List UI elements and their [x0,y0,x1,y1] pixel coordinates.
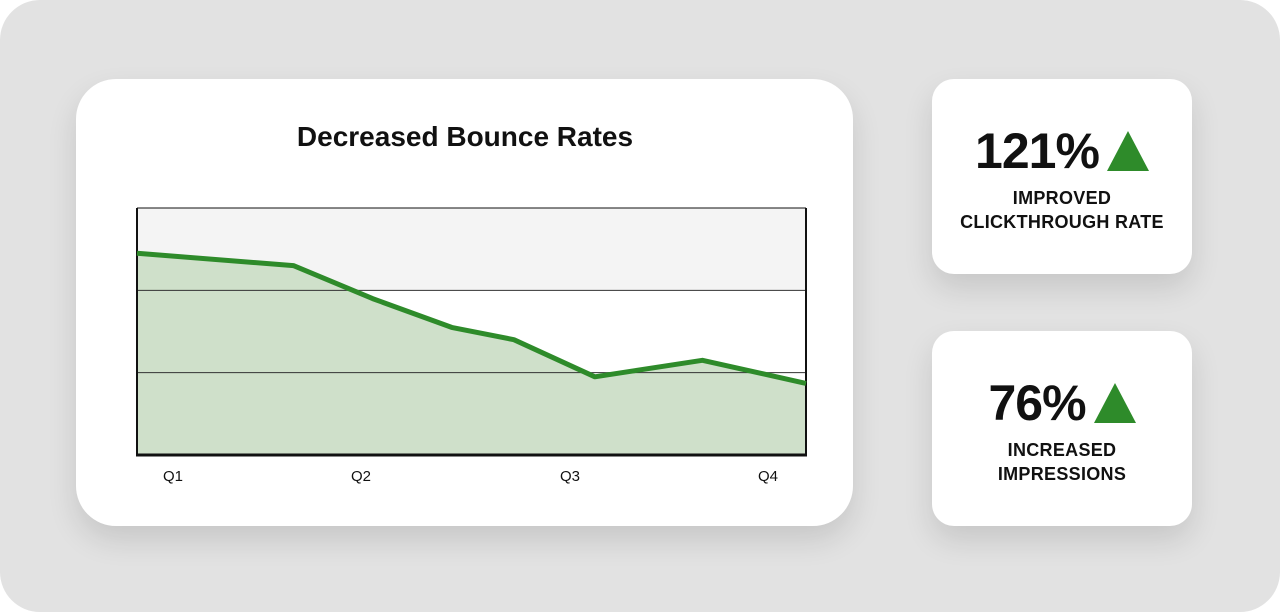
x-tick-label: Q1 [163,468,183,485]
chart-title: Decreased Bounce Rates [296,121,634,152]
stat-value-row: 121% [932,121,1192,181]
stat-label: INCREASED IMPRESSIONS [932,438,1192,486]
stat-label: IMPROVED CLICKTHROUGH RATE [932,186,1192,234]
stat-label-line: CLICKTHROUGH RATE [960,212,1164,232]
triangle-up-icon [1093,383,1136,423]
stat-label-line: IMPROVED [1012,188,1112,208]
triangle-up-icon [1106,131,1149,171]
x-tick-label: Q3 [560,468,580,485]
stat-label-line: IMPRESSIONS [997,464,1127,484]
stat-value-row: 76% [932,373,1192,433]
x-tick-label: Q4 [758,468,778,485]
stat-label-line: INCREASED [1007,440,1117,460]
x-tick-label: Q2 [351,468,371,485]
stat-value: 76% [988,375,1086,431]
stat-value: 121% [975,123,1100,179]
stat-card-clickthrough: 121% IMPROVED CLICKTHROUGH RATE [932,79,1192,274]
stat-card-impressions: 76% INCREASED IMPRESSIONS [932,331,1192,526]
series-line [136,250,807,386]
series-area [137,253,806,455]
